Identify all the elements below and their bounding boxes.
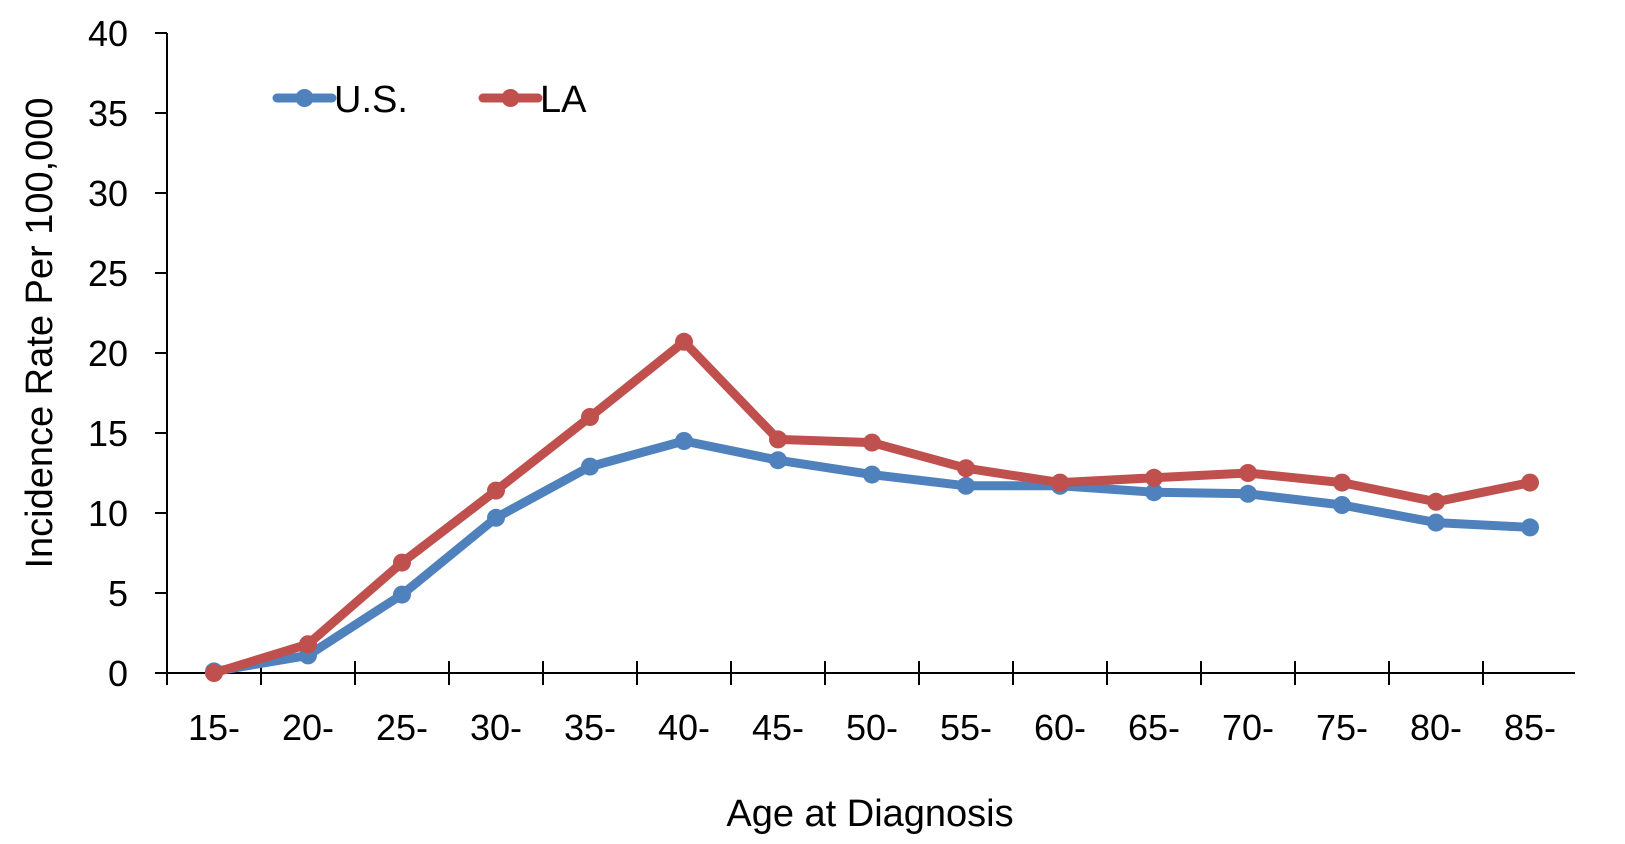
x-tick-label: 40- [658, 707, 710, 748]
x-tick-label: 80- [1410, 707, 1462, 748]
y-tick-label: 40 [88, 13, 128, 54]
x-tick-label: 15- [188, 707, 240, 748]
legend-swatch-marker [501, 89, 520, 107]
data-point-1 [487, 481, 505, 500]
data-point-1 [1333, 473, 1351, 492]
data-point-0 [675, 432, 693, 450]
data-point-1 [769, 430, 787, 449]
y-axis-title: Incidence Rate Per 100,000 [19, 97, 61, 568]
data-point-0 [1427, 513, 1445, 532]
legend-swatch-marker [295, 89, 314, 107]
data-point-1 [1239, 464, 1257, 482]
y-tick-label: 5 [108, 573, 128, 614]
data-point-1 [205, 664, 223, 682]
data-point-1 [1427, 492, 1445, 511]
data-point-1 [1145, 468, 1163, 487]
y-tick-label: 10 [88, 493, 128, 534]
x-tick-label: 20- [282, 707, 334, 748]
x-tick-label: 65- [1128, 707, 1180, 748]
data-point-1 [863, 433, 881, 452]
data-point-1 [581, 408, 599, 426]
y-tick-label: 15 [88, 413, 128, 454]
y-tick-label: 0 [108, 653, 128, 694]
legend-label: LA [540, 79, 587, 121]
y-tick-label: 25 [88, 253, 128, 294]
data-point-1 [1521, 473, 1539, 492]
data-point-0 [863, 465, 881, 484]
data-point-1 [957, 459, 975, 478]
data-point-0 [487, 508, 505, 527]
data-point-0 [957, 476, 975, 495]
data-point-0 [1333, 496, 1351, 514]
data-point-1 [393, 553, 411, 572]
data-point-1 [1051, 473, 1069, 492]
data-point-0 [769, 451, 787, 470]
x-tick-label: 30- [470, 707, 522, 748]
axes: 0 5 10 15 20 25 30 35 40 15- 20- 25- 30- 35- 40- 45- 50-… [88, 13, 1575, 748]
data-point-0 [1521, 518, 1539, 537]
x-tick-label: 60- [1034, 707, 1086, 748]
series-layer [205, 332, 1539, 682]
data-point-0 [1239, 484, 1257, 503]
data-point-0 [581, 457, 599, 476]
x-tick-label: 55- [940, 707, 992, 748]
x-axis-title: Age at Diagnosis [726, 793, 1013, 835]
y-tick-label: 20 [88, 333, 128, 374]
x-tick-label: 45- [752, 707, 804, 748]
data-point-0 [393, 585, 411, 604]
x-tick-label: 25- [376, 707, 428, 748]
x-tick-label: 70- [1222, 707, 1274, 748]
legend: U.S. LA [272, 79, 587, 121]
x-tick-label: 75- [1316, 707, 1368, 748]
y-tick-label: 35 [88, 93, 128, 134]
y-tick-label: 30 [88, 173, 128, 214]
legend-label: U.S. [334, 79, 408, 121]
data-point-1 [299, 635, 317, 654]
x-tick-label: 85- [1504, 707, 1556, 748]
x-tick-label: 50- [846, 707, 898, 748]
x-tick-label: 35- [564, 707, 616, 748]
data-point-0 [1145, 483, 1163, 502]
data-point-1 [675, 332, 693, 351]
